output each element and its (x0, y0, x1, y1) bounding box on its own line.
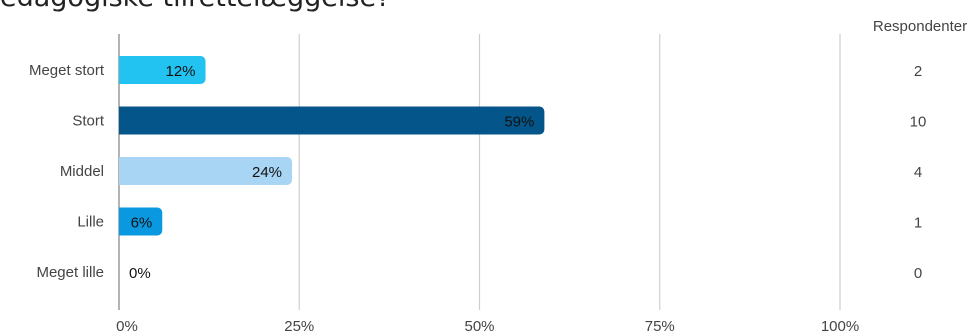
category-label: Middel (60, 163, 104, 180)
respondent-count: 1 (914, 215, 922, 232)
bar (119, 157, 293, 185)
bar-edge (119, 157, 125, 185)
bar-edge (119, 56, 125, 84)
x-tick-label: 75% (645, 318, 675, 333)
category-label: Meget stort (29, 62, 105, 79)
chart-title: edagogiske tilrettelæggelse? (0, 0, 390, 11)
respondents-header: Respondenter (873, 18, 967, 35)
x-tick-labels: 0% 25% 50% 75% 100% (116, 318, 859, 333)
x-tick-label: 25% (284, 318, 314, 333)
bar-value-label: 12% (165, 63, 195, 80)
bar-edge (119, 207, 125, 236)
bars: 12% 59% 24% 6% 0% (119, 56, 545, 282)
bar-value-label: 59% (504, 114, 534, 131)
category-label: Lille (77, 214, 104, 231)
bar (119, 106, 545, 135)
x-tick-label: 100% (821, 318, 859, 333)
category-label: Meget lille (36, 264, 104, 281)
bar-value-label: 24% (252, 164, 282, 181)
category-labels: Meget stort Stort Middel Lille Meget lille (29, 62, 105, 281)
respondent-count: 2 (914, 63, 922, 80)
bar-value-label: 6% (131, 215, 153, 232)
category-label: Stort (72, 113, 105, 130)
bar (119, 207, 163, 236)
respondent-count: 10 (910, 114, 927, 131)
respondent-count: 4 (914, 164, 922, 181)
respondent-count: 0 (914, 265, 922, 282)
x-tick-label: 50% (464, 318, 494, 333)
bar-value-label: 0% (129, 265, 151, 282)
bar-edge (119, 106, 125, 135)
x-tick-label: 0% (116, 318, 138, 333)
bar (119, 56, 206, 84)
